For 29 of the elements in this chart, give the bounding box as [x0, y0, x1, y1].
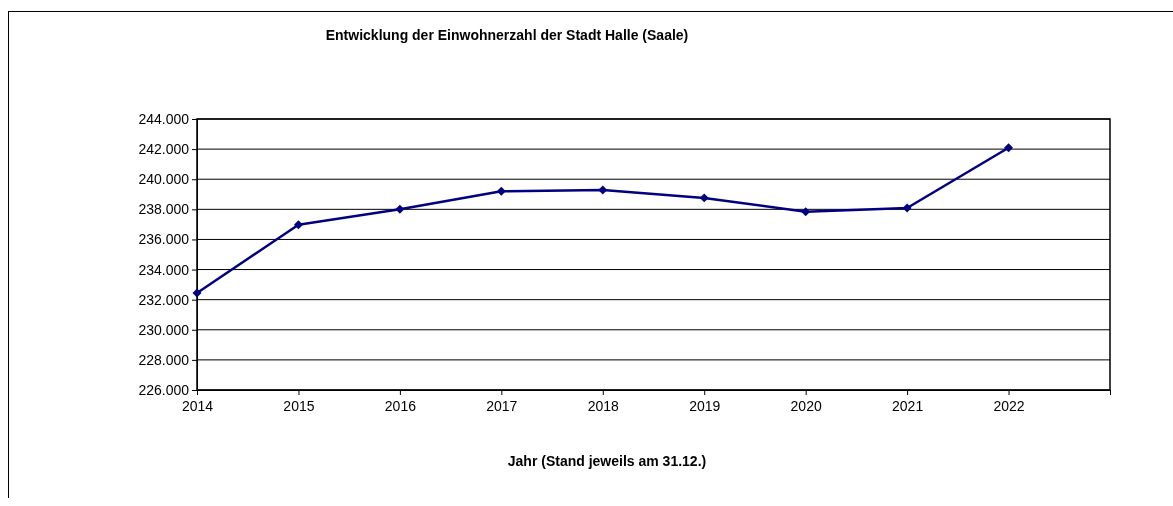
x-tick-label: 2018 — [587, 397, 620, 414]
point — [293, 220, 303, 230]
point — [598, 185, 608, 195]
point — [496, 186, 506, 196]
x-tick-label: 2020 — [790, 397, 822, 414]
x-tick-label: 2015 — [283, 397, 315, 414]
point — [395, 204, 405, 214]
y-tick-label: 236.000 — [138, 231, 190, 248]
y-tick-label: 230.000 — [138, 321, 190, 338]
x-tick-label: 2017 — [486, 397, 518, 414]
x-axis-title: Jahr (Stand jeweils am 31.12.) — [507, 453, 707, 469]
y-tick-label: 226.000 — [138, 381, 190, 398]
y-tick-label: 232.000 — [138, 291, 190, 308]
x-tick-label: 2021 — [892, 397, 924, 414]
y-tick-label: 244.000 — [138, 110, 190, 127]
y-tick-label: 228.000 — [138, 351, 190, 368]
point — [699, 193, 709, 203]
point — [902, 203, 912, 213]
x-tick-label: 2022 — [993, 397, 1025, 414]
y-tick-label: 242.000 — [138, 141, 190, 158]
y-tick-label: 234.000 — [138, 261, 190, 278]
x-tick-label: 2019 — [689, 397, 721, 414]
chart-title: Entwicklung der Einwohnerzahl der Stadt Halle (Saale) — [325, 27, 689, 43]
x-tick-label: 2014 — [181, 397, 214, 414]
y-tick-label: 238.000 — [138, 201, 190, 218]
x-tick-label: 2016 — [384, 397, 417, 414]
point — [801, 207, 811, 217]
point — [1004, 143, 1014, 153]
y-tick-label: 240.000 — [138, 171, 190, 188]
